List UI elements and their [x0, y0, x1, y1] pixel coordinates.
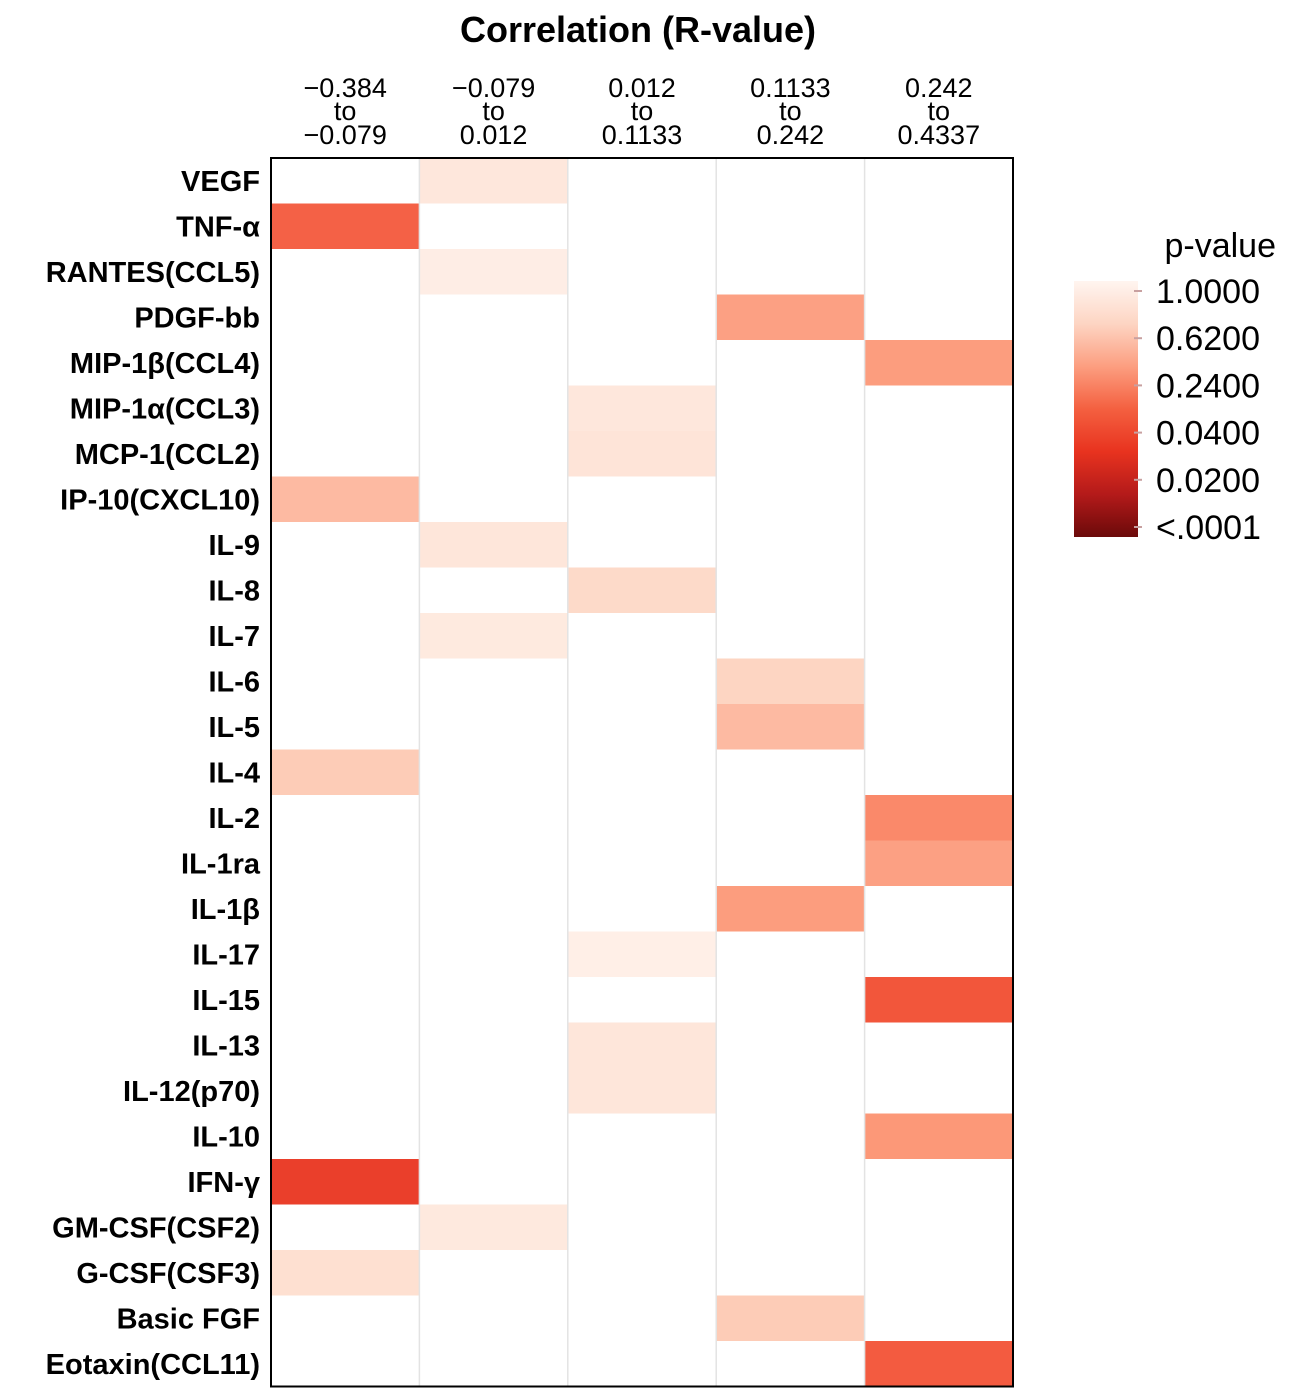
heatmap-cell [716, 295, 864, 341]
legend-label: 0.0200 [1156, 462, 1260, 500]
row-label: GM-CSF(CSF2) [52, 1212, 260, 1244]
heatmap-cell [568, 386, 716, 432]
heatmap-cell [568, 1023, 716, 1069]
heatmap-cell [271, 204, 419, 250]
heatmap-cell [568, 1068, 716, 1114]
heatmap-cell [865, 1341, 1013, 1387]
row-label: MIP-1β(CCL4) [70, 348, 260, 380]
legend-colorbar [1074, 281, 1138, 537]
row-label: MIP-1α(CCL3) [70, 393, 260, 425]
heatmap-cell [865, 1114, 1013, 1160]
column-label: 0.012 [460, 120, 528, 150]
row-label: IFN-γ [188, 1167, 261, 1199]
heatmap-cell [865, 340, 1013, 386]
row-labels: VEGF TNF-α RANTES(CCL5) PDGF-bb MIP-1β(CCL4)… [46, 166, 261, 1381]
heatmap-cell [568, 568, 716, 614]
heatmap-cell [865, 841, 1013, 887]
row-label: IL-12(p70) [123, 1076, 260, 1108]
row-label: IL-2 [208, 803, 260, 835]
row-label: IL-6 [208, 666, 260, 698]
heatmap-cell [568, 932, 716, 978]
heatmap-cell [716, 1296, 864, 1342]
row-label: TNF-α [176, 211, 260, 243]
legend: p-value 1.0000 0.6200 0.2400 0.0400 0.0200 <.… [1074, 227, 1276, 547]
row-label: MCP-1(CCL2) [75, 439, 260, 471]
row-label: IL-5 [208, 712, 260, 744]
heatmap-cell [271, 750, 419, 796]
legend-label: 0.2400 [1156, 367, 1260, 405]
row-label: IL-17 [192, 939, 260, 971]
legend-label: 0.0400 [1156, 415, 1260, 453]
row-label: IL-15 [192, 985, 260, 1017]
row-label: IL-10 [192, 1121, 260, 1153]
column-label: 0.4337 [898, 120, 981, 150]
row-label: IL-1ra [181, 848, 261, 880]
column-label: 0.1133 [602, 120, 683, 150]
row-label: RANTES(CCL5) [46, 257, 260, 289]
row-label: IL-9 [208, 530, 260, 562]
row-label: Eotaxin(CCL11) [46, 1349, 260, 1381]
chart-title: Correlation (R-value) [460, 9, 816, 50]
legend-label: 1.0000 [1156, 273, 1260, 311]
row-label: IL-4 [208, 757, 260, 789]
row-label: PDGF-bb [134, 302, 260, 334]
heatmap-grid [271, 158, 1013, 1387]
row-label: IL-7 [208, 621, 260, 653]
heatmap-cell [865, 977, 1013, 1023]
heatmap-cell [568, 431, 716, 477]
column-labels: −0.384to−0.079−0.079to0.0120.012to0.1133… [304, 73, 981, 150]
row-label: IL-8 [208, 575, 260, 607]
legend-label: <.0001 [1156, 509, 1261, 547]
row-label: IP-10(CXCL10) [60, 484, 260, 516]
row-label: G-CSF(CSF3) [76, 1258, 260, 1290]
heatmap-cell [716, 886, 864, 932]
heatmap-cell [271, 1250, 419, 1296]
heatmap-cell [865, 795, 1013, 841]
heatmap-cell [419, 522, 567, 568]
row-label: IL-1β [191, 894, 260, 926]
heatmap-cell [419, 1205, 567, 1251]
heatmap-cell [419, 249, 567, 295]
legend-title: p-value [1164, 227, 1276, 265]
heatmap-cell [716, 659, 864, 705]
row-label: VEGF [181, 166, 260, 198]
row-label: IL-13 [192, 1030, 260, 1062]
heatmap-cell [271, 477, 419, 523]
heatmap-cell [716, 704, 864, 750]
heatmap-cell [419, 613, 567, 659]
column-label: 0.242 [757, 120, 825, 150]
row-label: Basic FGF [117, 1303, 260, 1335]
column-label: −0.079 [304, 120, 387, 150]
heatmap-cell [271, 1159, 419, 1205]
heatmap-cell [419, 158, 567, 204]
legend-label: 0.6200 [1156, 320, 1260, 358]
